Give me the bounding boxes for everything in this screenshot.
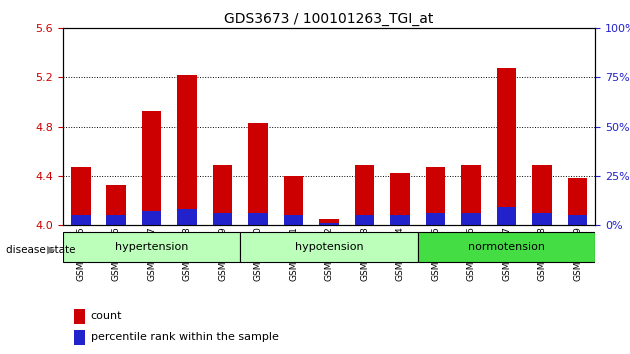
Bar (178, 209, 197, 225)
Text: ▶: ▶ (47, 245, 55, 255)
Bar (71, 215, 91, 225)
Bar (106, 215, 126, 225)
Bar (248, 213, 268, 225)
Bar (355, 215, 374, 225)
Text: normotension: normotension (468, 242, 545, 252)
Bar (178, 75, 197, 225)
Bar (213, 165, 232, 225)
Bar (497, 68, 517, 225)
Bar (497, 207, 517, 225)
Bar (568, 215, 587, 225)
Bar (74, 330, 85, 345)
Text: count: count (91, 311, 122, 321)
Bar (532, 213, 552, 225)
Bar (106, 185, 126, 225)
Bar (426, 213, 445, 225)
Text: percentile rank within the sample: percentile rank within the sample (91, 332, 278, 342)
Bar (355, 165, 374, 225)
Bar (426, 167, 445, 225)
Title: GDS3673 / 100101263_TGI_at: GDS3673 / 100101263_TGI_at (224, 12, 434, 26)
FancyBboxPatch shape (418, 232, 595, 262)
Bar (391, 173, 410, 225)
Bar (284, 215, 304, 225)
Text: hypotension: hypotension (295, 242, 364, 252)
Text: hypertension: hypertension (115, 242, 188, 252)
Bar (568, 178, 587, 225)
Bar (142, 110, 161, 225)
Bar (319, 219, 339, 225)
Bar (391, 215, 410, 225)
Bar (248, 123, 268, 225)
Bar (71, 167, 91, 225)
Bar (284, 176, 304, 225)
Bar (461, 213, 481, 225)
FancyBboxPatch shape (63, 232, 241, 262)
Text: disease state: disease state (6, 245, 76, 255)
Bar (213, 213, 232, 225)
Bar (461, 165, 481, 225)
Bar (319, 223, 339, 225)
Bar (74, 309, 85, 324)
FancyBboxPatch shape (241, 232, 418, 262)
Bar (142, 211, 161, 225)
Bar (532, 165, 552, 225)
